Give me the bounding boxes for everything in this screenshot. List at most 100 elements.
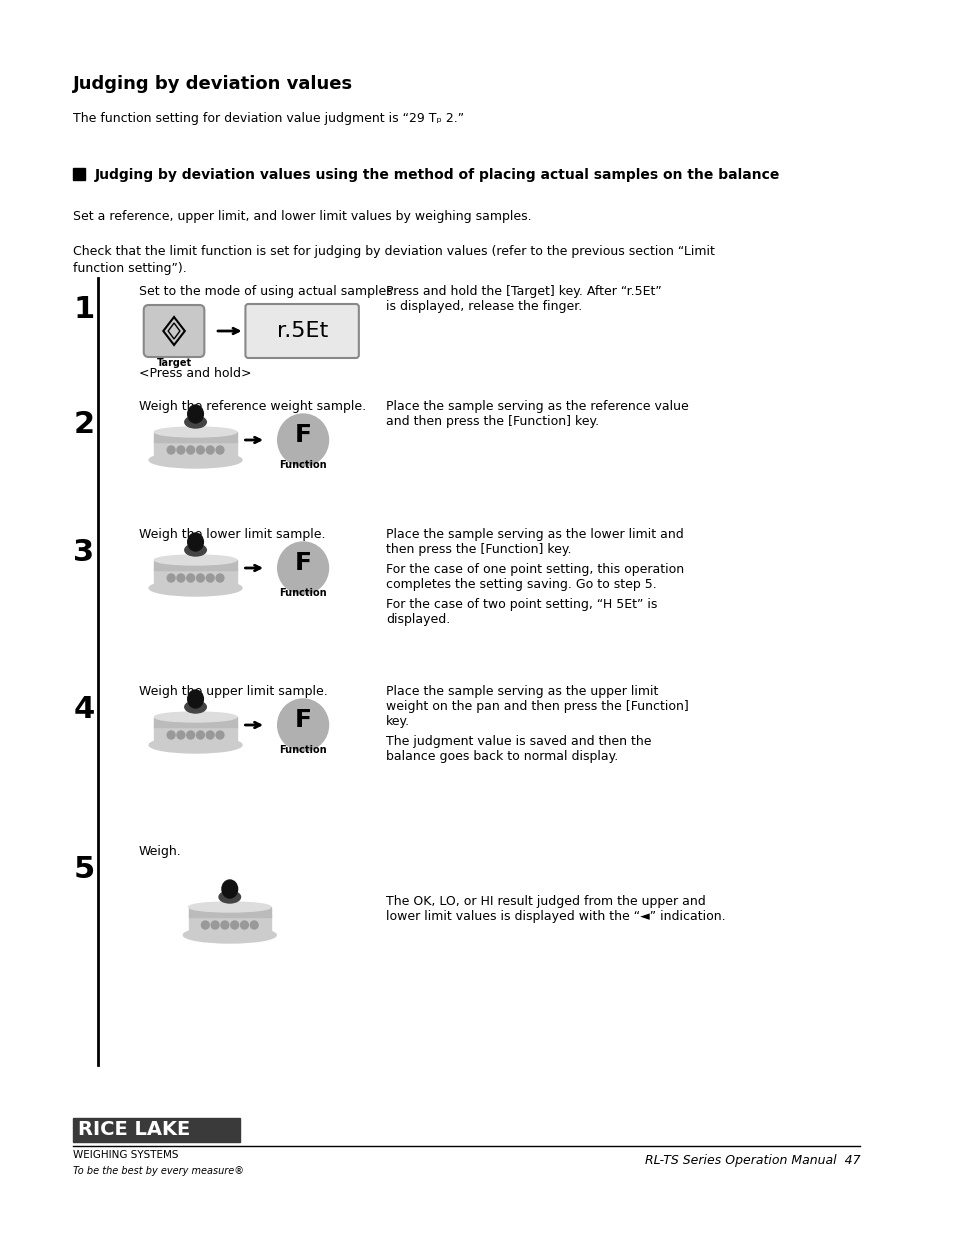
Text: Judging by deviation values using the method of placing actual samples on the ba: Judging by deviation values using the me… <box>94 168 780 182</box>
Text: Target: Target <box>156 358 192 368</box>
Text: weight on the pan and then press the [Function]: weight on the pan and then press the [Fu… <box>386 700 688 713</box>
Text: The function setting for deviation value judgment is “29 Tₚ 2.”: The function setting for deviation value… <box>73 112 464 125</box>
Bar <box>154 440 236 462</box>
Text: Weigh the upper limit sample.: Weigh the upper limit sample. <box>139 685 327 698</box>
FancyBboxPatch shape <box>144 305 204 357</box>
Circle shape <box>196 446 204 454</box>
Ellipse shape <box>149 452 242 468</box>
Circle shape <box>177 731 185 739</box>
Text: To be the best by every measure®: To be the best by every measure® <box>73 1166 244 1176</box>
Ellipse shape <box>188 690 203 708</box>
Circle shape <box>277 699 328 751</box>
Ellipse shape <box>149 737 242 753</box>
Text: <Press and hold>: <Press and hold> <box>139 367 251 380</box>
Circle shape <box>187 446 194 454</box>
Bar <box>73 1118 239 1142</box>
Circle shape <box>196 574 204 582</box>
Circle shape <box>277 542 328 594</box>
Bar <box>154 718 236 727</box>
Ellipse shape <box>183 927 276 944</box>
Circle shape <box>240 921 248 929</box>
Text: is displayed, release the finger.: is displayed, release the finger. <box>386 300 582 312</box>
Circle shape <box>221 921 229 929</box>
Text: 1: 1 <box>73 295 94 324</box>
Text: RICE LAKE: RICE LAKE <box>78 1120 191 1139</box>
Text: lower limit values is displayed with the “◄” indication.: lower limit values is displayed with the… <box>386 910 725 923</box>
Circle shape <box>206 574 213 582</box>
Text: Function: Function <box>279 745 327 755</box>
Text: Set to the mode of using actual samples.: Set to the mode of using actual samples. <box>139 285 396 298</box>
Text: Function: Function <box>279 588 327 598</box>
Ellipse shape <box>222 881 237 898</box>
Text: Place the sample serving as the lower limit and: Place the sample serving as the lower li… <box>386 529 683 541</box>
Circle shape <box>201 921 209 929</box>
Bar <box>154 432 236 442</box>
Ellipse shape <box>188 534 203 551</box>
Ellipse shape <box>189 902 271 911</box>
Text: and then press the [Function] key.: and then press the [Function] key. <box>386 415 598 429</box>
Text: The judgment value is saved and then the: The judgment value is saved and then the <box>386 735 651 748</box>
Text: 4: 4 <box>73 695 94 724</box>
Text: F: F <box>294 424 312 447</box>
Circle shape <box>216 574 224 582</box>
Circle shape <box>167 731 174 739</box>
Text: displayed.: displayed. <box>386 613 450 626</box>
Ellipse shape <box>185 416 206 429</box>
Text: F: F <box>294 551 312 576</box>
Text: F: F <box>294 708 312 732</box>
Bar <box>189 915 271 937</box>
Text: 2: 2 <box>73 410 94 438</box>
Text: WEIGHING SYSTEMS: WEIGHING SYSTEMS <box>73 1150 178 1160</box>
Ellipse shape <box>185 701 206 713</box>
Ellipse shape <box>185 543 206 556</box>
Circle shape <box>277 414 328 466</box>
Bar <box>154 568 236 590</box>
Circle shape <box>187 574 194 582</box>
Text: Place the sample serving as the upper limit: Place the sample serving as the upper li… <box>386 685 658 698</box>
Circle shape <box>187 731 194 739</box>
Text: 3: 3 <box>73 538 94 567</box>
Ellipse shape <box>154 713 236 722</box>
Text: Weigh.: Weigh. <box>139 845 181 858</box>
Circle shape <box>196 731 204 739</box>
Text: Function: Function <box>279 459 327 471</box>
Text: Press and hold the [Target] key. After “r.5Et”: Press and hold the [Target] key. After “… <box>386 285 661 298</box>
Bar <box>154 559 236 571</box>
Circle shape <box>177 574 185 582</box>
Text: key.: key. <box>386 715 410 727</box>
Text: balance goes back to normal display.: balance goes back to normal display. <box>386 750 618 763</box>
Text: The OK, LO, or HI result judged from the upper and: The OK, LO, or HI result judged from the… <box>386 895 705 908</box>
Circle shape <box>167 446 174 454</box>
Ellipse shape <box>154 555 236 564</box>
Circle shape <box>206 446 213 454</box>
Ellipse shape <box>219 890 240 903</box>
Text: then press the [Function] key.: then press the [Function] key. <box>386 543 571 556</box>
Bar <box>189 906 271 918</box>
Circle shape <box>167 574 174 582</box>
Text: Set a reference, upper limit, and lower limit values by weighing samples.: Set a reference, upper limit, and lower … <box>73 210 532 224</box>
Text: r.5Et: r.5Et <box>276 321 328 341</box>
Text: completes the setting saving. Go to step 5.: completes the setting saving. Go to step… <box>386 578 657 592</box>
Circle shape <box>206 731 213 739</box>
Text: For the case of one point setting, this operation: For the case of one point setting, this … <box>386 563 683 576</box>
Text: Check that the limit function is set for judging by deviation values (refer to t: Check that the limit function is set for… <box>73 245 715 258</box>
Circle shape <box>216 731 224 739</box>
Ellipse shape <box>154 427 236 437</box>
Circle shape <box>177 446 185 454</box>
Ellipse shape <box>149 580 242 597</box>
Circle shape <box>231 921 238 929</box>
Circle shape <box>216 446 224 454</box>
Bar <box>154 725 236 747</box>
Bar <box>73 168 85 180</box>
Text: Weigh the reference weight sample.: Weigh the reference weight sample. <box>139 400 366 412</box>
Text: function setting”).: function setting”). <box>73 262 187 275</box>
Text: Place the sample serving as the reference value: Place the sample serving as the referenc… <box>386 400 688 412</box>
Text: Judging by deviation values: Judging by deviation values <box>73 75 354 93</box>
Ellipse shape <box>188 405 203 424</box>
Text: 5: 5 <box>73 855 94 884</box>
Circle shape <box>250 921 258 929</box>
FancyBboxPatch shape <box>245 304 358 358</box>
Circle shape <box>211 921 219 929</box>
Text: For the case of two point setting, “H 5Et” is: For the case of two point setting, “H 5E… <box>386 598 657 611</box>
Text: Weigh the lower limit sample.: Weigh the lower limit sample. <box>139 529 325 541</box>
